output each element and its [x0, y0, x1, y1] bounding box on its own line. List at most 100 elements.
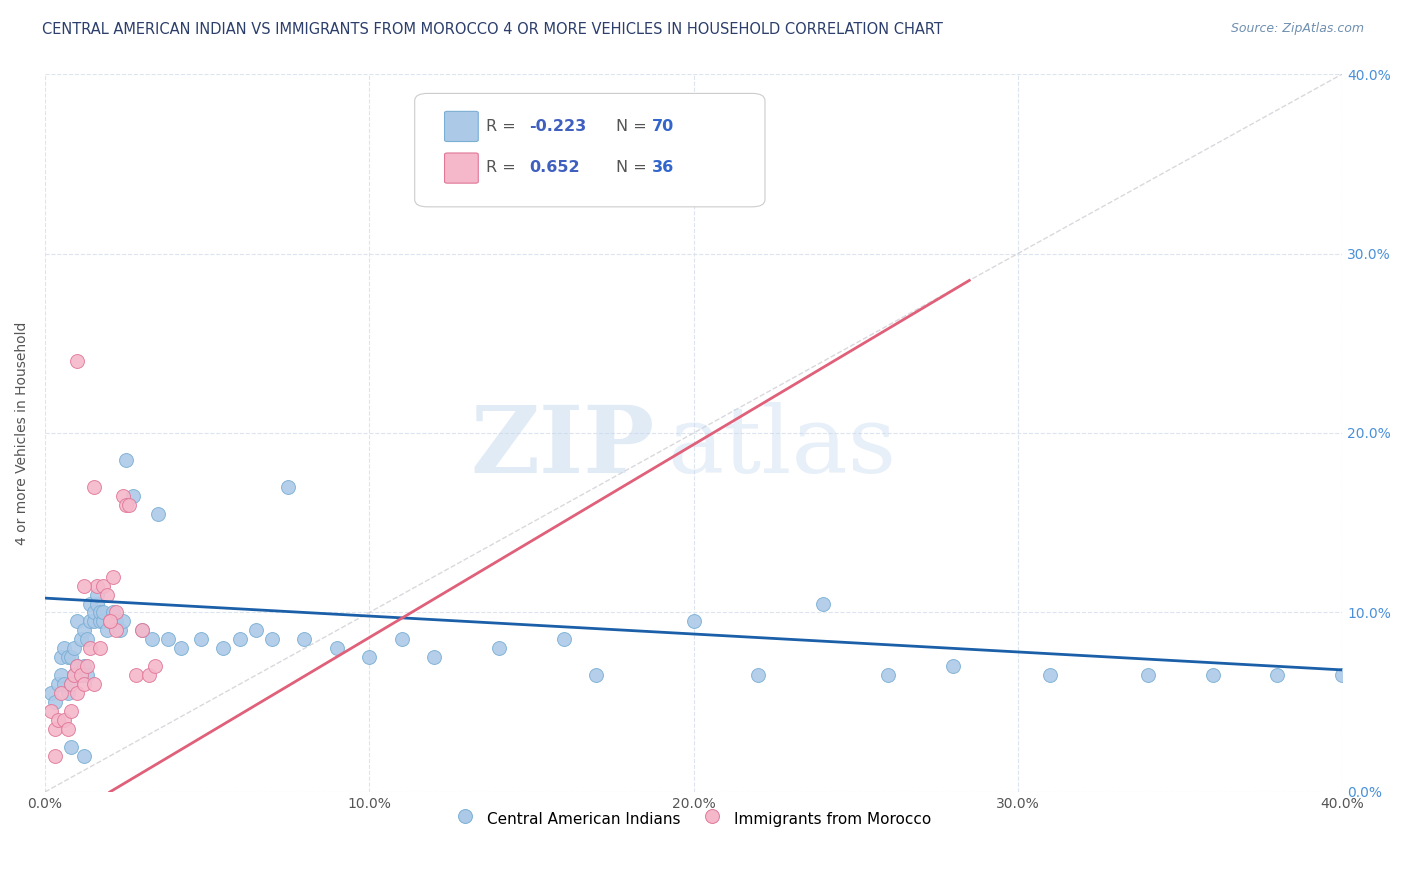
Point [121, 489, 143, 503]
Text: -0.223: -0.223 [529, 119, 586, 134]
Text: 36: 36 [652, 160, 675, 175]
Point [59, 650, 82, 665]
Point [83, 606, 105, 620]
Point [89, 606, 111, 620]
Point [73, 677, 96, 691]
Text: Source: ZipAtlas.com: Source: ZipAtlas.com [1230, 22, 1364, 36]
FancyBboxPatch shape [444, 112, 478, 142]
Point [877, 668, 900, 682]
Text: atlas: atlas [668, 402, 897, 492]
Point [59, 677, 82, 691]
Point [423, 650, 446, 665]
Point [157, 632, 180, 647]
Point [747, 668, 769, 682]
Point [86, 588, 108, 602]
Point [83, 677, 105, 691]
Point [942, 659, 965, 673]
FancyBboxPatch shape [444, 153, 478, 183]
Point [53, 641, 76, 656]
Point [98, 615, 121, 629]
Text: N =: N = [616, 119, 651, 134]
Point [63, 641, 86, 656]
Text: 0.652: 0.652 [529, 160, 579, 175]
Y-axis label: 4 or more Vehicles in Household: 4 or more Vehicles in Household [15, 321, 30, 545]
Point [141, 632, 163, 647]
Point [488, 641, 510, 656]
Point [53, 713, 76, 727]
Point [1331, 668, 1354, 682]
Point [553, 632, 575, 647]
Point [1267, 668, 1289, 682]
Point [56, 686, 79, 700]
Legend: Central American Indians, Immigrants from Morocco: Central American Indians, Immigrants fro… [449, 804, 939, 835]
Point [105, 624, 128, 638]
Point [131, 624, 153, 638]
Point [73, 624, 96, 638]
Point [391, 632, 413, 647]
Point [51, 650, 73, 665]
Point [105, 606, 128, 620]
Point [86, 578, 108, 592]
Point [59, 740, 82, 755]
Point [63, 668, 86, 682]
Point [813, 597, 835, 611]
Point [73, 578, 96, 592]
FancyBboxPatch shape [415, 94, 765, 207]
Text: 70: 70 [652, 119, 675, 134]
Point [143, 659, 166, 673]
Point [56, 722, 79, 736]
Point [89, 641, 111, 656]
Point [277, 480, 299, 494]
Point [326, 641, 349, 656]
Point [125, 668, 148, 682]
Point [138, 668, 160, 682]
Point [118, 498, 141, 512]
Point [115, 498, 138, 512]
Point [59, 677, 82, 691]
Point [76, 659, 98, 673]
Point [98, 615, 121, 629]
Point [73, 749, 96, 764]
Point [101, 606, 124, 620]
Point [69, 632, 91, 647]
Point [66, 615, 89, 629]
Point [66, 659, 89, 673]
Point [86, 597, 108, 611]
Point [111, 489, 134, 503]
Text: ZIP: ZIP [471, 402, 655, 492]
Point [1039, 668, 1062, 682]
Point [101, 569, 124, 583]
Point [585, 668, 607, 682]
Point [63, 668, 86, 682]
Point [111, 615, 134, 629]
Point [93, 606, 115, 620]
Point [69, 668, 91, 682]
Text: R =: R = [486, 119, 522, 134]
Point [115, 453, 138, 467]
Point [1201, 668, 1223, 682]
Point [46, 713, 69, 727]
Point [56, 650, 79, 665]
Point [51, 686, 73, 700]
Point [131, 624, 153, 638]
Point [79, 597, 101, 611]
Point [73, 659, 96, 673]
Point [66, 354, 89, 368]
Point [79, 641, 101, 656]
Point [41, 704, 63, 718]
Point [212, 641, 235, 656]
Point [93, 578, 115, 592]
Point [294, 632, 316, 647]
Point [1136, 668, 1159, 682]
Point [59, 704, 82, 718]
Text: R =: R = [486, 160, 526, 175]
Point [46, 677, 69, 691]
Point [190, 632, 212, 647]
Point [44, 722, 66, 736]
Point [98, 615, 121, 629]
Point [96, 624, 118, 638]
Point [108, 624, 131, 638]
Point [66, 686, 89, 700]
Point [44, 695, 66, 709]
Point [228, 632, 250, 647]
